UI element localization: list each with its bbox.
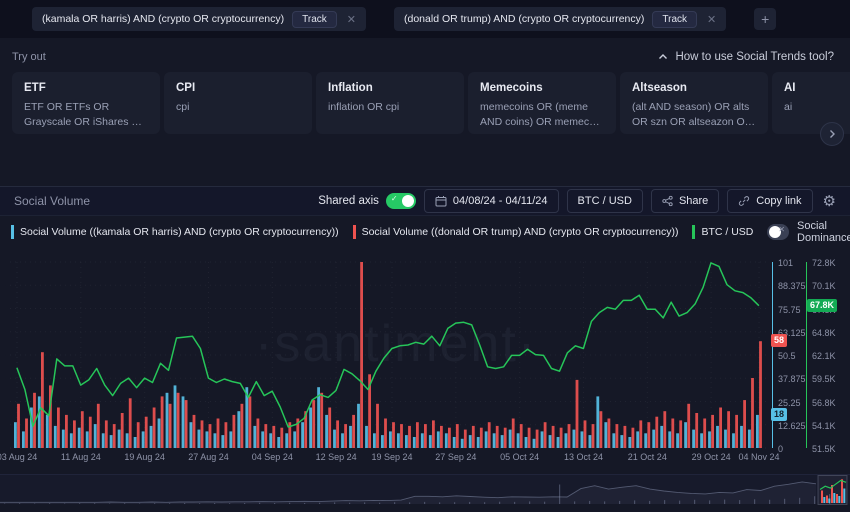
preset-card-inflation[interactable]: Inflation inflation OR cpi [316, 72, 464, 134]
copy-link-label: Copy link [756, 195, 801, 207]
help-link-label: How to use Social Trends tool? [675, 51, 834, 63]
calendar-icon [435, 195, 447, 207]
date-range-label: 04/08/24 - 04/11/24 [453, 195, 548, 207]
preset-cards: ETF ETF OR ETFs OR Grayscale OR iShares … [12, 72, 850, 134]
legend-label: Social Volume ((kamala OR harris) AND (c… [20, 226, 339, 238]
query-chip-kamala[interactable]: (kamala OR harris) AND (crypto OR crypto… [32, 7, 366, 31]
link-icon [738, 195, 750, 207]
shared-axis-toggle[interactable]: ✓ [386, 193, 416, 209]
axis-tick-label: 101 [778, 258, 793, 268]
card-desc: ETF OR ETFs OR Grayscale OR iShares OR b… [24, 100, 148, 130]
share-button[interactable]: Share [651, 189, 719, 213]
query-chips-bar: (kamala OR harris) AND (crypto OR crypto… [0, 0, 850, 38]
query-chip-trump[interactable]: (donald OR trump) AND (crypto OR cryptoc… [394, 7, 726, 31]
card-desc: inflation OR cpi [328, 100, 452, 115]
card-title: ETF [24, 82, 148, 94]
card-title: CPI [176, 82, 300, 94]
x-axis-tick-label: 27 Sep 24 [435, 452, 476, 462]
legend-label: BTC / USD [701, 226, 753, 238]
x-axis-tick-label: 21 Oct 24 [628, 452, 667, 462]
chevron-right-icon [827, 129, 837, 139]
axis-tick-label: 88.375 [778, 281, 806, 291]
shared-axis-label: Shared axis [318, 195, 379, 207]
card-title: Altseason [632, 82, 756, 94]
add-query-button[interactable]: + [754, 8, 776, 30]
btc-axis-line [806, 262, 807, 448]
gear-icon[interactable]: ⚙ [821, 192, 838, 210]
x-axis-tick-label: 29 Oct 24 [692, 452, 731, 462]
legend-item-btc[interactable]: BTC / USD [692, 225, 753, 239]
card-desc: (alt AND season) OR alts OR szn OR altse… [632, 100, 756, 130]
navigator-svg[interactable] [0, 475, 850, 505]
x-axis-tick-label: 13 Oct 24 [564, 452, 603, 462]
axis-tick-label: 62.1K [812, 351, 836, 361]
x-axis-labels: 03 Aug 2411 Aug 2419 Aug 2427 Aug 2404 S… [10, 452, 770, 464]
close-icon[interactable]: ✕ [345, 13, 358, 26]
axis-tick-label: 72.8K [812, 258, 836, 268]
help-link[interactable]: How to use Social Trends tool? [658, 51, 834, 63]
preset-card-etf[interactable]: ETF ETF OR ETFs OR Grayscale OR iShares … [12, 72, 160, 134]
main-chart-area[interactable]: ·santiment· 10188.37575.7563.12550.537.8… [0, 248, 850, 466]
share-label: Share [679, 195, 708, 207]
x-axis-tick-label: 12 Sep 24 [316, 452, 357, 462]
axis-tick-label: 12.625 [778, 421, 806, 431]
main-chart-svg[interactable] [10, 250, 780, 452]
social-dominance-toggle[interactable]: ✕ [767, 224, 789, 240]
social-dominance-label: Social Dominance [797, 220, 850, 244]
legend-mark-red [353, 225, 356, 239]
close-icon[interactable]: ✕ [705, 13, 718, 26]
x-axis-tick-label: 11 Aug 24 [61, 452, 101, 462]
axis-tick-label: 56.8K [812, 398, 836, 408]
x-axis-tick-label: 04 Nov 24 [739, 452, 780, 462]
x-axis-tick-label: 05 Oct 24 [500, 452, 539, 462]
kamala-current-value-badge: 18 [771, 408, 787, 421]
carousel-next-button[interactable] [820, 122, 844, 146]
share-icon [662, 195, 673, 207]
card-desc: memecoins OR (meme AND coins) OR memecoi… [480, 100, 604, 130]
track-button[interactable]: Track [292, 11, 337, 28]
date-range-button[interactable]: 04/08/24 - 04/11/24 [424, 189, 559, 213]
legend-mark-cyan [11, 225, 14, 239]
track-button[interactable]: Track [652, 11, 697, 28]
card-title: AI [784, 82, 850, 94]
axis-tick-label: 75.75 [778, 305, 801, 315]
x-axis-tick-label: 04 Sep 24 [252, 452, 293, 462]
panel-title: Social Volume [14, 194, 90, 208]
preset-card-cpi[interactable]: CPI cpi [164, 72, 312, 134]
tryout-label: Try out [12, 51, 46, 63]
axis-tick-label: 51.5K [812, 444, 836, 454]
copy-link-button[interactable]: Copy link [727, 189, 812, 213]
legend-item-trump[interactable]: Social Volume ((donald OR trump) AND (cr… [353, 225, 679, 239]
chevron-up-icon [658, 53, 668, 61]
btc-current-value-badge: 67.8K [807, 299, 837, 312]
card-title: Memecoins [480, 82, 604, 94]
chart-navigator[interactable] [0, 474, 850, 504]
query-text: (kamala OR harris) AND (crypto OR crypto… [42, 13, 284, 25]
axis-tick-label: 54.1K [812, 421, 836, 431]
x-axis-tick-label: 19 Aug 24 [124, 452, 165, 462]
trump-current-value-badge: 58 [771, 334, 787, 347]
axis-tick-label: 64.8K [812, 328, 836, 338]
x-axis-tick-label: 03 Aug 24 [0, 452, 37, 462]
tryout-section: Try out How to use Social Trends tool? E… [0, 38, 850, 186]
chart-legend: Social Volume ((kamala OR harris) AND (c… [0, 216, 850, 248]
axis-tick-label: 25.25 [778, 398, 801, 408]
card-desc: ai [784, 100, 850, 115]
query-text: (donald OR trump) AND (crypto OR cryptoc… [404, 13, 644, 25]
axis-tick-label: 50.5 [778, 351, 796, 361]
card-desc: cpi [176, 100, 300, 115]
chart-toolbar: Social Volume Shared axis ✓ 04/08/24 - 0… [0, 186, 850, 216]
legend-mark-green [692, 225, 695, 239]
x-axis-tick-label: 19 Sep 24 [371, 452, 412, 462]
x-axis-tick-label: 27 Aug 24 [188, 452, 229, 462]
axis-tick-label: 59.5K [812, 374, 836, 384]
card-title: Inflation [328, 82, 452, 94]
axis-tick-label: 70.1K [812, 281, 836, 291]
axis-tick-label: 37.875 [778, 374, 806, 384]
legend-label: Social Volume ((donald OR trump) AND (cr… [362, 226, 679, 238]
preset-card-altseason[interactable]: Altseason (alt AND season) OR alts OR sz… [620, 72, 768, 134]
preset-card-memecoins[interactable]: Memecoins memecoins OR (meme AND coins) … [468, 72, 616, 134]
asset-pair-button[interactable]: BTC / USD [567, 189, 643, 213]
legend-item-kamala[interactable]: Social Volume ((kamala OR harris) AND (c… [11, 225, 339, 239]
